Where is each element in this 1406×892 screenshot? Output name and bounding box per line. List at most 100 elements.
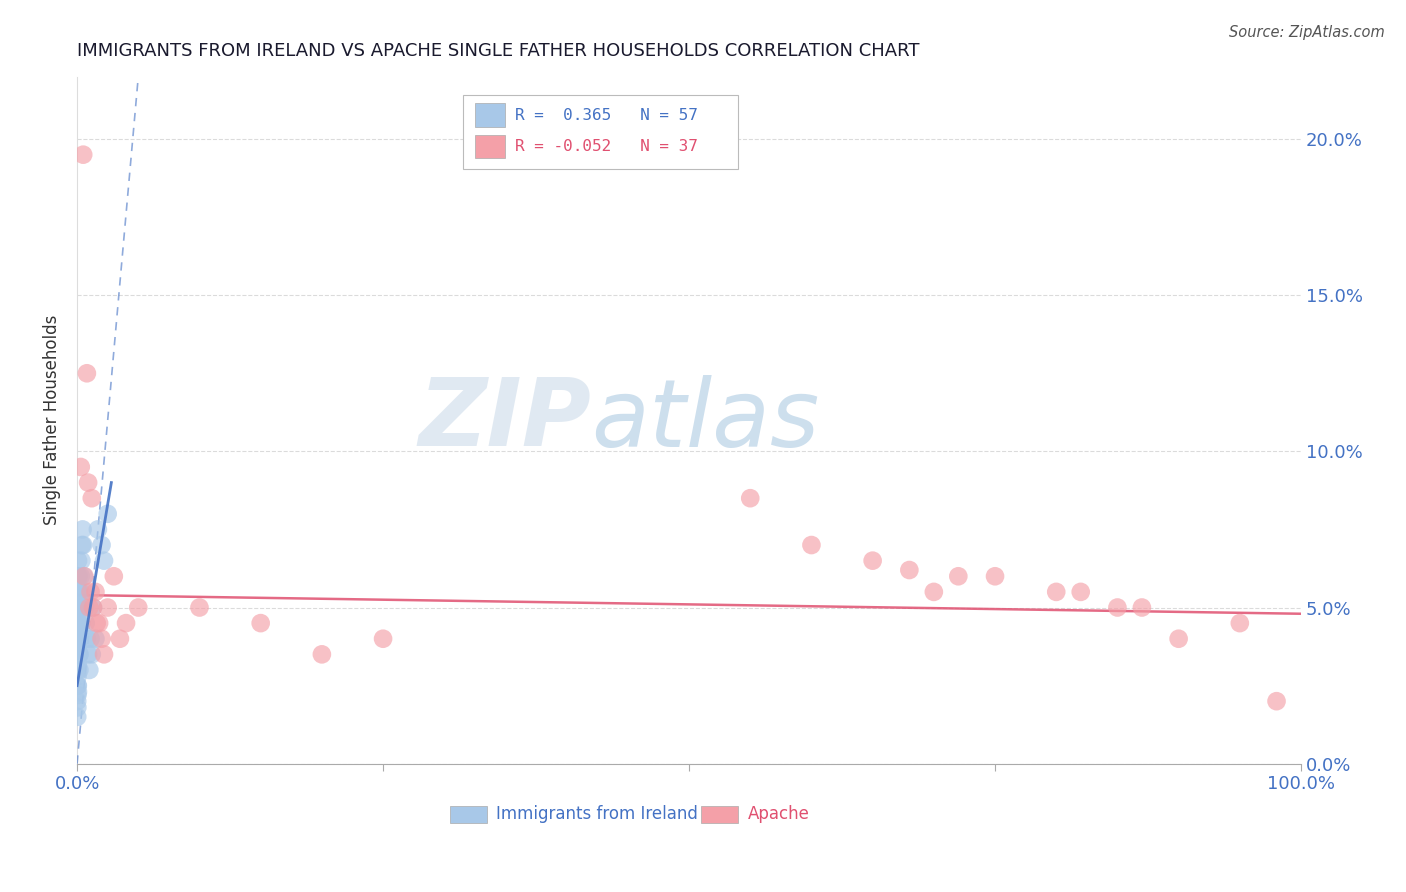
Point <box>90 538 112 552</box>
Point <box>76 632 98 646</box>
Point <box>371 632 394 646</box>
Point <box>1265 694 1288 708</box>
Point <box>86 616 108 631</box>
Point <box>73 569 96 583</box>
Point <box>800 538 823 552</box>
Point <box>93 554 115 568</box>
Point <box>75 616 97 631</box>
Text: Immigrants from Ireland: Immigrants from Ireland <box>496 805 697 823</box>
Text: R =  0.365   N = 57: R = 0.365 N = 57 <box>515 108 699 122</box>
Point <box>67 648 90 662</box>
Point <box>984 569 1007 583</box>
Point <box>66 638 89 652</box>
Point <box>922 585 945 599</box>
Point <box>66 688 89 702</box>
Point <box>67 585 90 599</box>
Point <box>66 632 89 646</box>
Point <box>66 694 89 708</box>
Point <box>67 632 90 646</box>
Point <box>79 632 101 646</box>
Point <box>898 563 921 577</box>
Point <box>82 600 104 615</box>
Point <box>66 585 89 599</box>
Point <box>80 491 103 506</box>
Point <box>77 475 100 490</box>
Point <box>87 523 110 537</box>
Point <box>108 632 131 646</box>
Point <box>72 538 94 552</box>
Text: Source: ZipAtlas.com: Source: ZipAtlas.com <box>1229 25 1385 40</box>
Point <box>66 648 89 662</box>
Point <box>66 663 89 677</box>
Point <box>79 663 101 677</box>
Bar <box>475 135 506 159</box>
Point <box>1167 632 1189 646</box>
Point <box>69 648 91 662</box>
Point <box>69 600 91 615</box>
Point <box>66 616 89 631</box>
Point <box>67 554 90 568</box>
Point <box>72 523 94 537</box>
Point <box>80 648 103 662</box>
Text: Apache: Apache <box>748 805 810 823</box>
Point <box>66 616 89 631</box>
Point <box>66 679 89 693</box>
Point <box>67 585 90 599</box>
Point <box>67 663 90 677</box>
Point <box>311 648 333 662</box>
Point <box>115 616 138 631</box>
Point <box>1107 600 1129 615</box>
Point <box>66 685 89 699</box>
Bar <box>702 806 738 823</box>
Point <box>69 616 91 631</box>
Text: ZIP: ZIP <box>418 374 591 467</box>
Point <box>66 569 89 583</box>
Text: IMMIGRANTS FROM IRELAND VS APACHE SINGLE FATHER HOUSEHOLDS CORRELATION CHART: IMMIGRANTS FROM IRELAND VS APACHE SINGLE… <box>77 42 920 60</box>
Point <box>67 616 90 631</box>
Point <box>87 616 110 631</box>
Point <box>66 669 89 683</box>
Point <box>66 700 89 714</box>
Point <box>70 554 93 568</box>
Point <box>740 491 762 506</box>
Point <box>79 600 101 615</box>
Point <box>1070 585 1092 599</box>
Point <box>84 585 107 599</box>
Point <box>67 600 90 615</box>
Point <box>69 460 91 475</box>
Point <box>66 632 89 646</box>
Point <box>66 648 89 662</box>
Point <box>67 616 90 631</box>
Point <box>1229 616 1251 631</box>
Point <box>188 600 211 615</box>
Point <box>70 538 93 552</box>
Point <box>103 569 125 583</box>
Point <box>66 679 89 693</box>
Point <box>97 600 120 615</box>
Point <box>948 569 970 583</box>
Point <box>97 507 120 521</box>
Point <box>73 585 96 599</box>
Point <box>79 585 101 599</box>
Y-axis label: Single Father Households: Single Father Households <box>44 315 60 525</box>
Point <box>1045 585 1067 599</box>
Point <box>69 632 91 646</box>
Point <box>249 616 271 631</box>
Point <box>73 600 96 615</box>
Point <box>90 632 112 646</box>
Bar <box>475 103 506 127</box>
Point <box>93 648 115 662</box>
Point <box>77 648 100 662</box>
Point <box>67 569 90 583</box>
Point <box>66 600 89 615</box>
Point <box>862 554 884 568</box>
Point <box>66 710 89 724</box>
Text: atlas: atlas <box>591 375 820 466</box>
Point <box>76 366 98 380</box>
Point <box>82 600 104 615</box>
Point <box>72 147 94 161</box>
Point <box>84 632 107 646</box>
Point <box>69 585 91 599</box>
Point <box>67 600 90 615</box>
Point <box>66 657 89 671</box>
